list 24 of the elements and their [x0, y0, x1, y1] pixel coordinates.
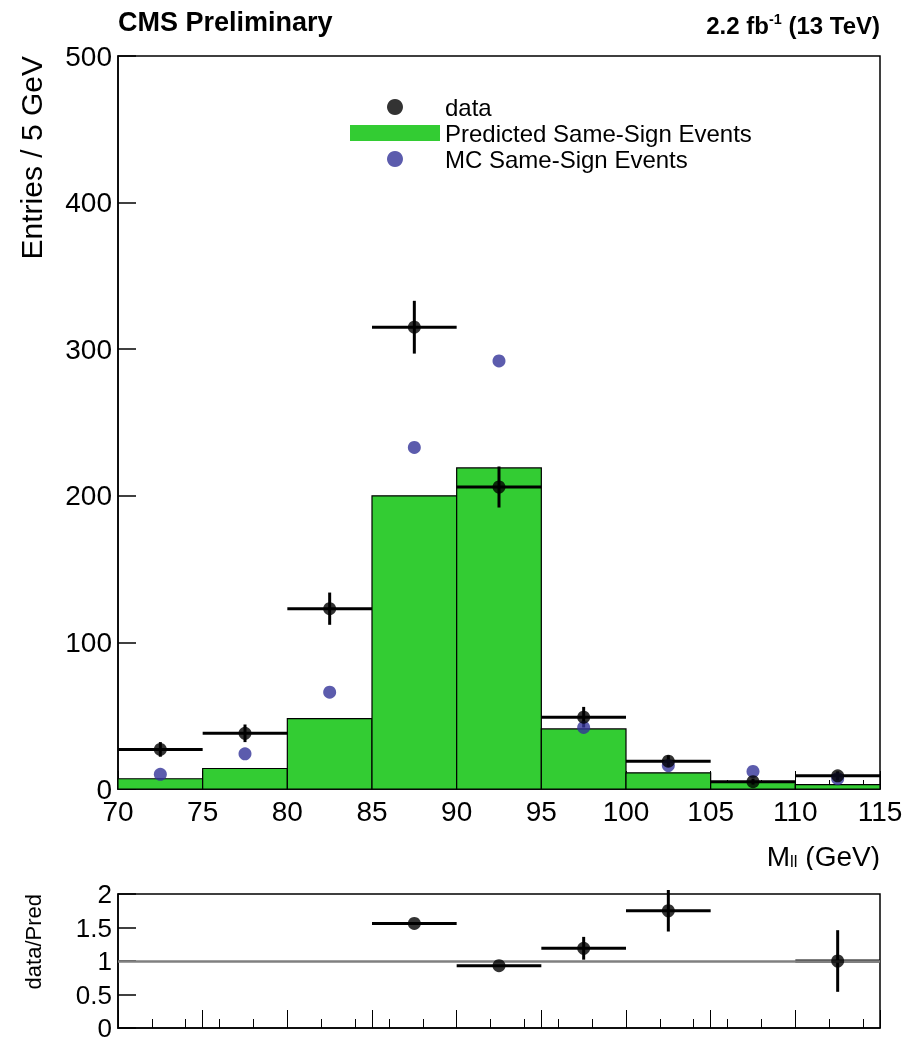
y-tick-label: 2 — [97, 879, 112, 909]
x-tick-label: 90 — [441, 795, 473, 827]
x-tick-label: 100 — [602, 795, 650, 827]
y-tick-label: 100 — [65, 626, 112, 658]
chart-title: CMS Preliminary — [118, 6, 333, 37]
x-tick-label: 105 — [687, 795, 735, 827]
x-tick-label: 110 — [773, 795, 818, 827]
y-tick-label: 400 — [65, 187, 112, 219]
legend-label: data — [445, 93, 493, 121]
x-tick-label: 85 — [356, 795, 388, 827]
y-axis-title: Entries / 5 GeV — [14, 56, 48, 260]
y-tick-label: 1 — [97, 946, 112, 976]
x-tick-label: 115 — [857, 795, 903, 827]
x-tick-label: 80 — [271, 795, 303, 827]
y-axis-title: data/Pred — [20, 894, 46, 990]
legend-label: Predicted Same-Sign Events — [445, 119, 752, 147]
y-tick-label: 300 — [65, 333, 112, 365]
y-tick-label: 0 — [97, 1013, 112, 1043]
y-tick-label: 0.5 — [75, 979, 112, 1010]
x-tick-label: 75 — [187, 795, 219, 827]
x-tick-label: 95 — [525, 795, 557, 827]
y-tick-label: 500 — [65, 40, 112, 72]
y-tick-label: 200 — [65, 480, 112, 512]
y-tick-label: 1.5 — [75, 912, 112, 943]
